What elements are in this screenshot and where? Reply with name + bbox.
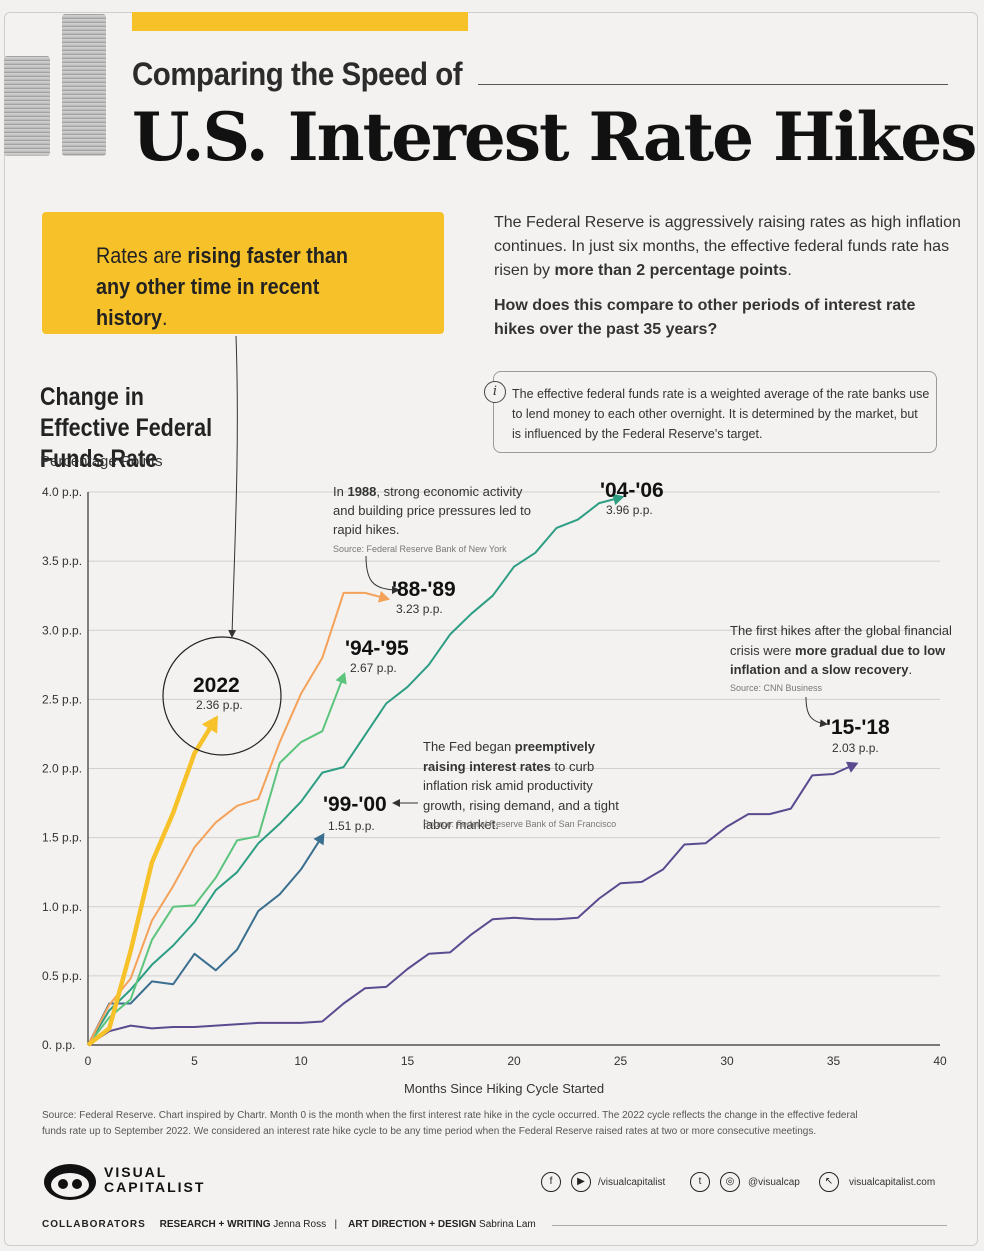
- y-tick-label: 3.5 p.p.: [42, 554, 82, 568]
- callout-box: [42, 212, 444, 334]
- intro-question: How does this compare to other periods o…: [494, 297, 916, 338]
- facebook-icon[interactable]: f: [541, 1172, 561, 1192]
- footer-rule: [552, 1225, 947, 1226]
- twitter-icon[interactable]: t: [690, 1172, 710, 1192]
- page-title: U.S. Interest Rate Hikes: [132, 98, 977, 176]
- series-labels: '15-'182.03 p.p.'99-'001.51 p.p.'04-'063…: [193, 479, 890, 833]
- series-line-94-95: [87, 675, 345, 1046]
- chart-xlabel: Months Since Hiking Cycle Started: [404, 1081, 605, 1096]
- series-arrowhead-2022: [201, 715, 218, 734]
- info-icon: i: [484, 381, 506, 403]
- series-line-04-06: [87, 496, 621, 1046]
- info-box: [493, 371, 937, 453]
- x-tick-label: 0: [85, 1054, 92, 1068]
- series-name-label-04-06: '04-'06: [600, 479, 664, 502]
- annotation-1518-source: Source: CNN Business: [730, 683, 823, 693]
- x-tick-label: 40: [933, 1054, 947, 1068]
- logo-text: VISUAL CAPITALIST: [104, 1164, 206, 1195]
- intro-paragraph: The Federal Reserve is aggressively rais…: [494, 214, 961, 279]
- series-arrowhead-88-89: [377, 590, 391, 603]
- y-tick-label: 2.5 p.p.: [42, 692, 82, 706]
- series-line-88-89: [87, 591, 387, 1046]
- cursor-icon[interactable]: ↖: [819, 1172, 839, 1192]
- highlight-circle-2022: [162, 636, 282, 756]
- series-value-label-94-95: 2.67 p.p.: [350, 661, 397, 675]
- y-tick-label: 0.5 p.p.: [42, 969, 82, 983]
- series-value-label-88-89: 3.23 p.p.: [396, 602, 443, 616]
- series-line-2022: [86, 717, 218, 1047]
- footer-source: Source: Federal Reserve. Chart inspired …: [42, 1110, 858, 1137]
- header-rule: [478, 84, 948, 85]
- y-tick-label: 4.0 p.p.: [42, 485, 82, 499]
- youtube-icon[interactable]: ▶: [571, 1172, 591, 1192]
- series-value-label-2022: 2.36 p.p.: [196, 698, 243, 712]
- chart-grid: [88, 491, 940, 977]
- x-tick-label: 5: [191, 1054, 198, 1068]
- leader-1988: [365, 555, 400, 594]
- series-arrowhead-04-06: [612, 493, 625, 506]
- y-tick-label: 3.0 p.p.: [42, 623, 82, 637]
- series-value-label-99-00: 1.51 p.p.: [328, 819, 375, 833]
- series-arrowhead-94-95: [335, 672, 347, 685]
- info-text: The effective federal funds rate is a we…: [512, 387, 930, 441]
- series-value-label-04-06: 3.96 p.p.: [606, 503, 653, 517]
- y-tick-label: 2.0 p.p.: [42, 762, 82, 776]
- header-subtitle: Comparing the Speed of: [132, 56, 463, 92]
- series-arrowhead-99-00: [313, 832, 325, 846]
- callout-leader-line: [228, 335, 238, 638]
- top-accent-bar: [132, 12, 468, 31]
- annotation-9900-source: Source: Federal Reserve Bank of San Fran…: [423, 819, 617, 829]
- series-line-99-00: [87, 835, 324, 1046]
- annotation-1518: The first hikes after the global financi…: [730, 623, 952, 677]
- chart-series: [86, 493, 859, 1047]
- series-name-label-94-95: '94-'95: [345, 637, 409, 660]
- series-line-15-18: [87, 763, 856, 1046]
- x-tick-label: 20: [507, 1054, 521, 1068]
- annotation-1988-source: Source: Federal Reserve Bank of New York: [333, 544, 507, 554]
- visual-capitalist-logo-icon: [44, 1164, 96, 1200]
- social-handle-visualcapitalist[interactable]: /visualcapitalist: [598, 1177, 666, 1188]
- x-tick-label: 30: [720, 1054, 734, 1068]
- y-tick-label: 1.5 p.p.: [42, 831, 82, 845]
- website-link[interactable]: visualcapitalist.com: [849, 1177, 936, 1188]
- annotation-9900: The Fed began preemptively raising inter…: [423, 739, 619, 832]
- x-tick-label: 10: [294, 1054, 308, 1068]
- x-tick-label: 25: [614, 1054, 628, 1068]
- series-name-label-99-00: '99-'00: [323, 793, 387, 816]
- leader-1518: [805, 696, 828, 728]
- collaborators-line: COLLABORATORS RESEARCH + WRITING Jenna R…: [42, 1219, 536, 1230]
- chart-axes: 0. p.p. 0.5 p.p. 1.0 p.p. 1.5 p.p. 2.0 p.p. 2…: [42, 485, 947, 1068]
- instagram-icon[interactable]: ◎: [720, 1172, 740, 1192]
- x-tick-label: 35: [827, 1054, 841, 1068]
- series-name-label-2022: 2022: [193, 674, 240, 697]
- series-arrowhead-15-18: [845, 761, 859, 773]
- series-name-label-15-18: '15-'18: [826, 716, 890, 739]
- x-tick-label: 15: [401, 1054, 415, 1068]
- series-name-label-88-89: '88-'89: [392, 578, 456, 601]
- social-handle-visualcap[interactable]: @visualcap: [748, 1177, 800, 1188]
- y-tick-label: 1.0 p.p.: [42, 900, 82, 914]
- chart-ylabel: Percentage Points: [40, 453, 163, 470]
- y-tick-label: 0. p.p.: [42, 1038, 75, 1052]
- series-value-label-15-18: 2.03 p.p.: [832, 741, 879, 755]
- annotation-1988: In 1988, strong economic activity and bu…: [333, 484, 532, 537]
- chart-title: Change in Effective Federal Funds Rate: [40, 383, 213, 473]
- callout-text: Rates are rising faster than any other t…: [96, 243, 348, 330]
